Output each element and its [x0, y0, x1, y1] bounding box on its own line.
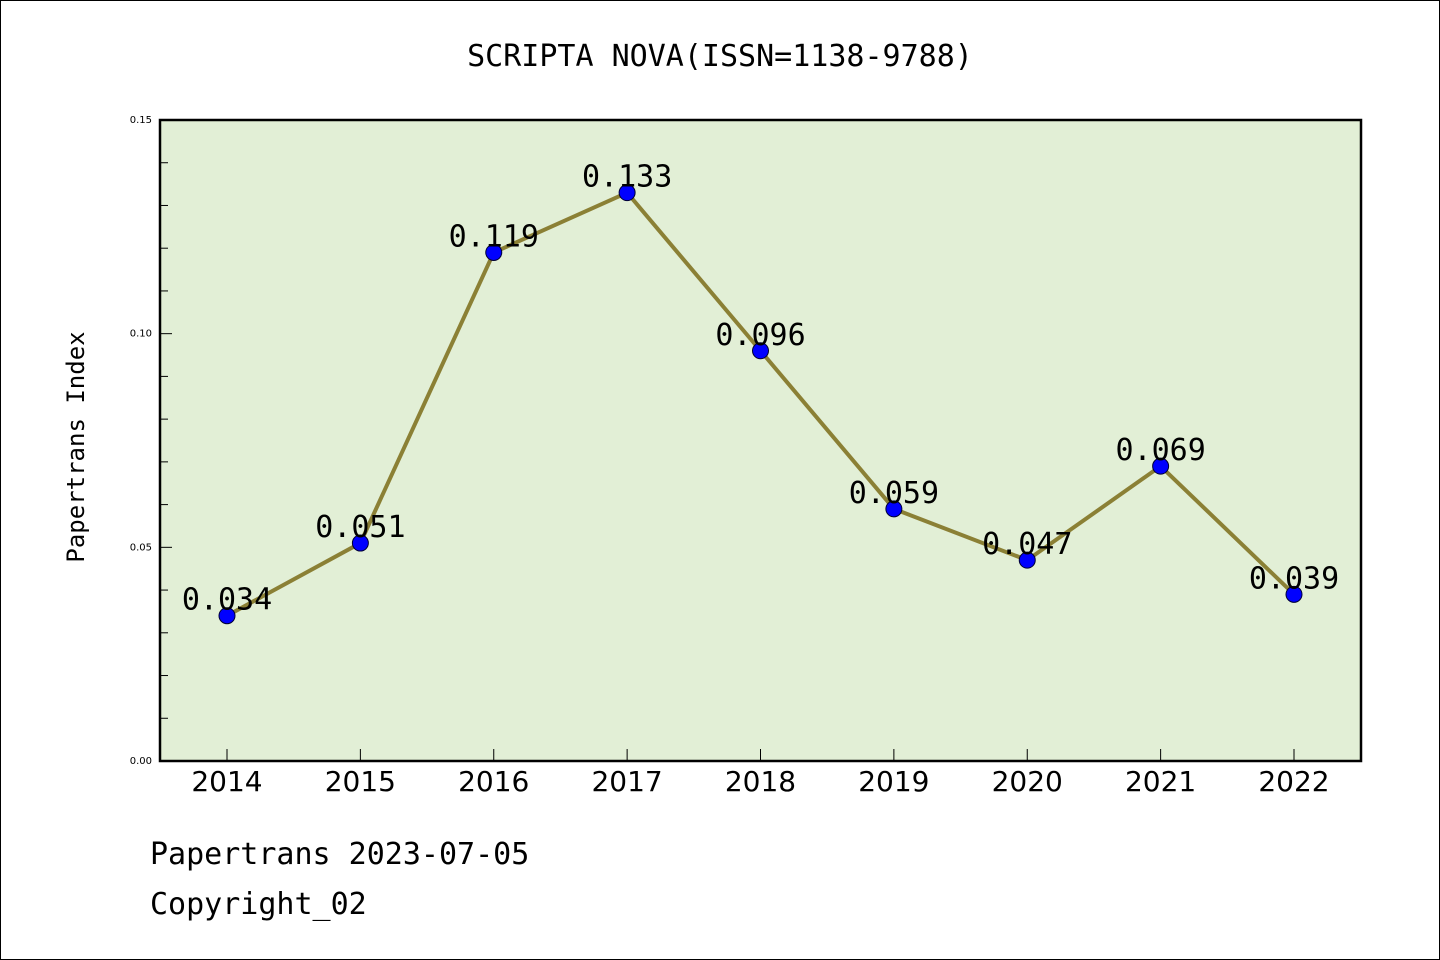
- data-point: [351, 534, 369, 552]
- data-point: [218, 607, 236, 625]
- data-label: 0.096: [715, 318, 805, 353]
- y-axis: 0.00 0.05 0.10 0.15: [130, 115, 172, 767]
- data-point: [618, 184, 636, 202]
- x-tick-label: 2017: [591, 765, 662, 798]
- data-labels: 0.034 0.051 0.119 0.133 0.096 0.059 0.047 0.069…: [182, 160, 1339, 618]
- y-tick-label: 0.00: [130, 756, 152, 767]
- x-tick-label: 2014: [191, 765, 262, 798]
- data-label: 0.051: [315, 510, 405, 545]
- data-point: [1285, 585, 1303, 603]
- data-label: 0.059: [849, 476, 939, 511]
- x-tick-label: 2020: [992, 765, 1063, 798]
- data-point: [752, 342, 769, 360]
- data-label: 0.034: [182, 583, 272, 618]
- x-tick-label: 2019: [858, 765, 929, 798]
- y-axis-label: Papertrans Index: [62, 331, 90, 562]
- data-point: [485, 243, 503, 261]
- plot-area: [158, 118, 1363, 763]
- y-tick-label: 0.10: [130, 329, 152, 340]
- data-point: [1018, 551, 1036, 569]
- x-tick-label: 2015: [325, 765, 396, 798]
- data-label: 0.039: [1249, 561, 1339, 596]
- footer-copyright: Copyright_02: [150, 887, 367, 922]
- data-label: 0.133: [582, 160, 672, 195]
- data-label: 0.069: [1115, 433, 1205, 468]
- y-tick-label: 0.05: [130, 542, 152, 553]
- data-label: 0.047: [982, 527, 1072, 562]
- x-tick-label: 2016: [458, 765, 529, 798]
- data-label: 0.119: [449, 219, 539, 254]
- chart-title: SCRIPTA NOVA(ISSN=1138-9788): [467, 39, 973, 74]
- x-tick-label: 2021: [1125, 765, 1196, 798]
- x-tick-label: 2018: [725, 765, 796, 798]
- data-point: [1152, 457, 1170, 475]
- data-point: [885, 500, 903, 518]
- x-tick-label: 2022: [1258, 765, 1329, 798]
- x-axis: 2014 2015 2016 2017 2018 2019 2020 2021 2022: [191, 749, 1330, 798]
- y-tick-label: 0.15: [130, 115, 152, 126]
- footer-date-line: Papertrans 2023-07-05: [150, 837, 529, 872]
- series-markers: [218, 184, 1303, 625]
